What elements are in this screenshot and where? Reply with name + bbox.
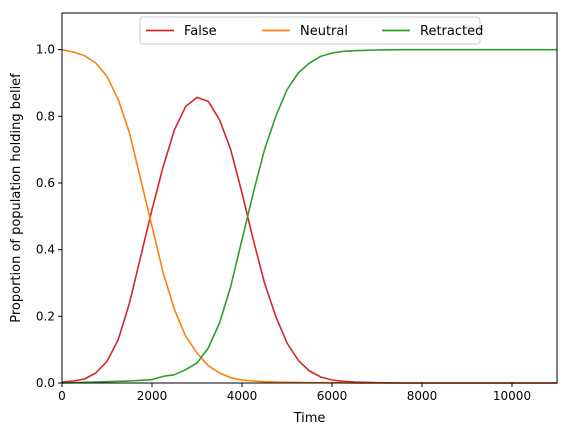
legend: False Neutral Retracted [139, 16, 483, 45]
x-axis: 0 2000 4000 6000 8000 10000 [58, 383, 531, 403]
plot-frame [61, 12, 558, 384]
y-axis: 0.0 0.2 0.4 0.6 0.8 1.0 [36, 43, 62, 390]
x-tick-label: 8000 [407, 389, 438, 403]
y-tick-label: 0.6 [36, 176, 55, 190]
x-tick-label: 2000 [137, 389, 168, 403]
x-tick-label: 10000 [493, 389, 531, 403]
y-tick-label: 0.2 [36, 309, 55, 323]
series-line-retracted [61, 48, 557, 384]
x-tick-label: 4000 [227, 389, 258, 403]
x-tick-label: 6000 [317, 389, 348, 403]
y-tick-label: 0.4 [36, 243, 55, 257]
y-tick-label: 0.0 [36, 376, 55, 390]
x-axis-label: Time [293, 411, 326, 426]
y-tick-label: 0.8 [36, 109, 55, 123]
y-tick-label: 1.0 [36, 43, 55, 57]
y-axis-label: Proportion of population holding belief [9, 73, 24, 323]
legend-label-neutral: Neutral [300, 24, 348, 39]
legend-box [139, 16, 481, 45]
legend-label-retracted: Retracted [420, 24, 483, 39]
x-tick-label: 0 [58, 389, 66, 403]
legend-label-false: False [184, 24, 217, 39]
